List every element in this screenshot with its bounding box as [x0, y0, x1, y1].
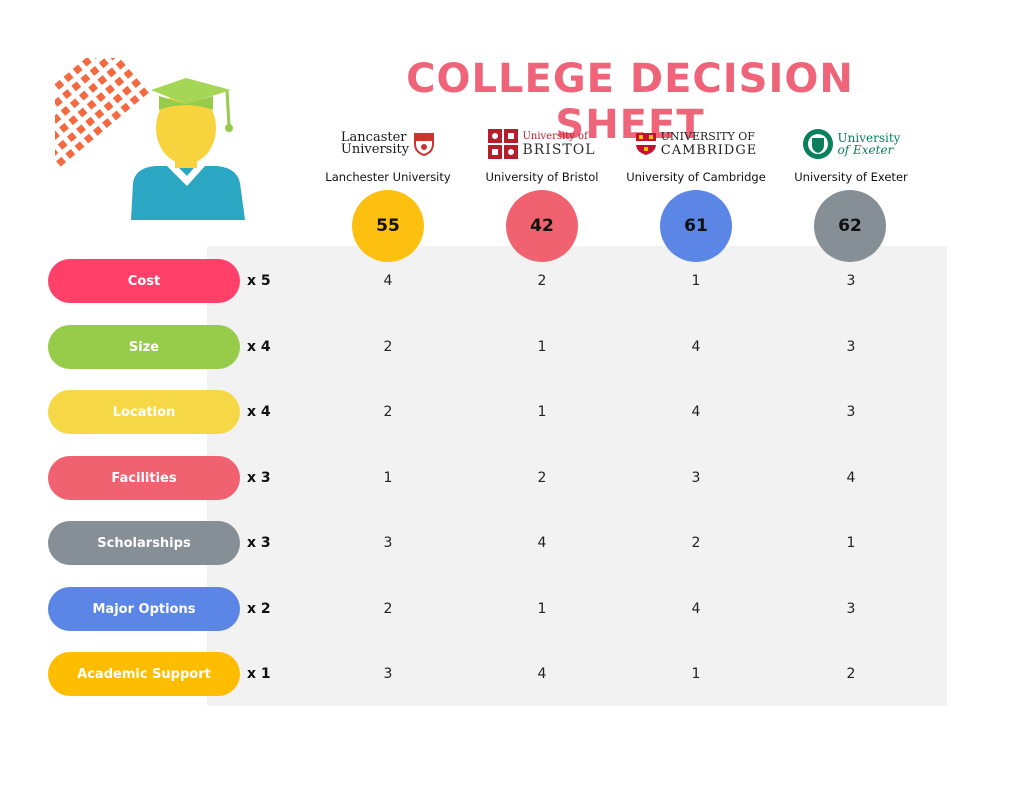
score-cell: 1 [383, 470, 393, 486]
criteria-label: Facilities [48, 456, 240, 500]
score-cell: 1 [537, 601, 547, 617]
score-cell: 1 [846, 535, 856, 551]
score-cell: 4 [691, 339, 701, 355]
score-cell: 4 [691, 404, 701, 420]
score-cell: 1 [691, 666, 701, 682]
table-panel [207, 246, 947, 706]
score-cell: 2 [691, 535, 701, 551]
criteria-weight: x 1 [247, 666, 271, 682]
score-cell: 3 [846, 339, 856, 355]
score-cell: 3 [691, 470, 701, 486]
score-cell: 3 [383, 666, 393, 682]
criteria-weight: x 3 [247, 470, 271, 486]
criteria-weight: x 3 [247, 535, 271, 551]
score-lancaster: 55 [352, 190, 424, 262]
score-cell: 1 [537, 339, 547, 355]
criteria-row-size: Size x 4 2 1 4 3 [0, 325, 1024, 369]
criteria-weight: x 2 [247, 601, 271, 617]
exeter-logo: University of Exeter [776, 126, 926, 162]
exeter-crest-icon [802, 129, 833, 159]
criteria-label: Scholarships [48, 521, 240, 565]
score-cell: 3 [846, 404, 856, 420]
university-header-exeter: University of Exeter University of Exete… [776, 126, 926, 184]
lancaster-crest-icon [414, 133, 435, 156]
criteria-label: Size [48, 325, 240, 369]
page-title: COLLEGE DECISION SHEET [406, 56, 854, 148]
score-cell: 2 [383, 339, 393, 355]
cambridge-logo: UNIVERSITY OF CAMBRIDGE [621, 126, 771, 162]
criteria-row-scholarships: Scholarships x 3 3 4 2 1 [0, 521, 1024, 565]
criteria-weight: x 4 [247, 404, 271, 420]
criteria-row-location: Location x 4 2 1 4 3 [0, 390, 1024, 434]
university-header-lancaster: Lancaster University Lanchester Universi… [313, 126, 463, 184]
bristol-logo: University of BRISTOL [467, 126, 617, 162]
criteria-row-facilities: Facilities x 3 1 2 3 4 [0, 456, 1024, 500]
score-cell: 2 [846, 666, 856, 682]
score-cell: 1 [537, 404, 547, 420]
criteria-label: Cost [48, 259, 240, 303]
score-cell: 2 [383, 404, 393, 420]
score-cell: 2 [383, 601, 393, 617]
criteria-label: Academic Support [48, 652, 240, 696]
graduate-illustration [55, 58, 245, 220]
lancaster-logo: Lancaster University [313, 126, 463, 162]
score-cell: 2 [537, 470, 547, 486]
score-cell: 3 [383, 535, 393, 551]
score-cell: 1 [691, 273, 701, 289]
university-header-bristol: University of BRISTOL University of Bris… [467, 126, 617, 184]
criteria-weight: x 4 [247, 339, 271, 355]
bristol-crest-icon [488, 129, 519, 159]
score-cell: 4 [691, 601, 701, 617]
score-cell: 4 [537, 535, 547, 551]
score-cell: 2 [537, 273, 547, 289]
criteria-row-major-options: Major Options x 2 2 1 4 3 [0, 587, 1024, 631]
score-cambridge: 61 [660, 190, 732, 262]
score-bristol: 42 [506, 190, 578, 262]
dot-pattern [55, 58, 149, 167]
score-exeter: 62 [814, 190, 886, 262]
criteria-label: Major Options [48, 587, 240, 631]
criteria-row-cost: Cost x 5 4 2 1 3 [0, 259, 1024, 303]
score-cell: 3 [846, 273, 856, 289]
score-cell: 3 [846, 601, 856, 617]
score-cell: 4 [537, 666, 547, 682]
score-cell: 4 [383, 273, 393, 289]
criteria-weight: x 5 [247, 273, 271, 289]
criteria-row-academic-support: Academic Support x 1 3 4 1 2 [0, 652, 1024, 696]
cambridge-crest-icon [635, 133, 656, 155]
score-cell: 4 [846, 470, 856, 486]
cap [151, 78, 231, 104]
shirt [131, 166, 245, 220]
face [156, 92, 216, 164]
university-header-cambridge: UNIVERSITY OF CAMBRIDGE University of Ca… [621, 126, 771, 184]
criteria-label: Location [48, 390, 240, 434]
